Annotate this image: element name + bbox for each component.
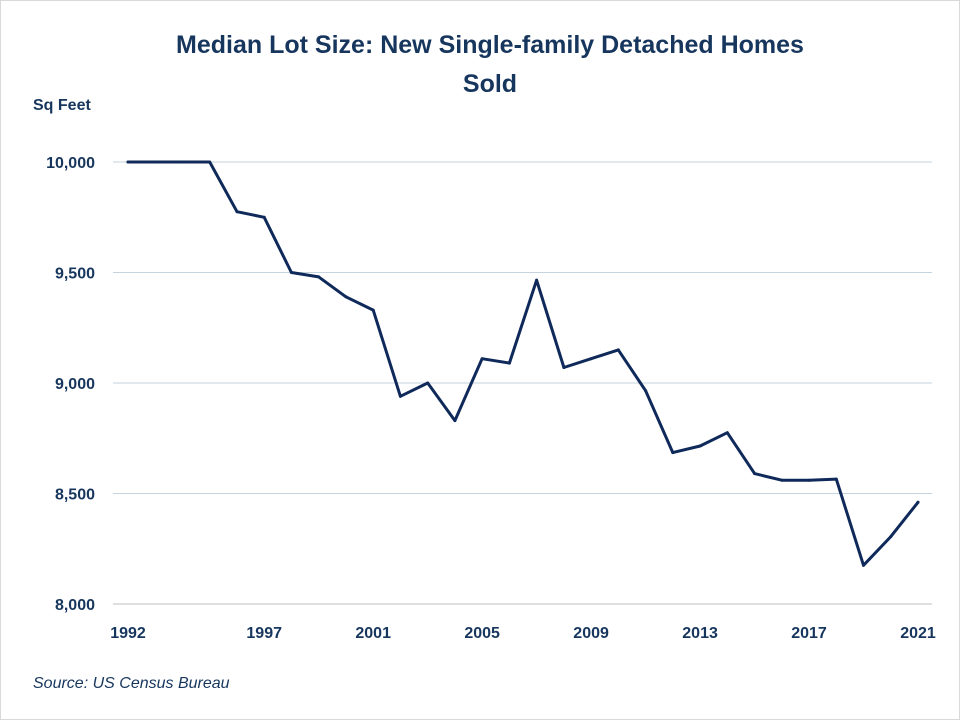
data-point xyxy=(453,419,457,423)
data-point xyxy=(398,394,402,398)
chart-title-line-1: Median Lot Size: New Single-family Detac… xyxy=(176,31,804,59)
data-point xyxy=(562,366,566,369)
data-point xyxy=(807,478,811,482)
data-point xyxy=(589,357,593,361)
data-point xyxy=(262,215,266,219)
series-layer xyxy=(126,160,920,567)
data-point xyxy=(344,295,348,299)
y-tick-label: 9,000 xyxy=(55,376,95,393)
data-point xyxy=(725,431,729,435)
data-point xyxy=(780,478,784,482)
data-point xyxy=(671,451,675,455)
data-point xyxy=(371,308,375,312)
data-point xyxy=(426,381,430,385)
x-tick-label: 1992 xyxy=(110,625,146,642)
data-point xyxy=(834,477,838,481)
data-point xyxy=(535,278,539,282)
data-point xyxy=(889,535,893,539)
data-point xyxy=(317,275,321,279)
x-tick-label: 1997 xyxy=(246,625,282,642)
data-point xyxy=(644,389,648,393)
y-tick-label: 8,500 xyxy=(55,487,95,504)
data-point xyxy=(507,361,511,365)
y-axis-tick-labels: 10,000 9,500 9,000 8,500 8,000 xyxy=(46,155,95,614)
x-tick-label: 2013 xyxy=(682,625,718,642)
data-point xyxy=(480,357,484,361)
data-point xyxy=(862,563,865,567)
gridlines xyxy=(113,161,932,605)
data-point xyxy=(753,472,757,476)
data-point xyxy=(289,271,293,274)
y-tick-label: 9,500 xyxy=(55,266,95,283)
data-point xyxy=(616,348,620,352)
chart-title-line-2: Sold xyxy=(463,70,517,98)
data-point xyxy=(698,444,702,448)
data-point xyxy=(153,160,157,164)
data-point xyxy=(181,160,184,164)
data-point xyxy=(208,160,212,164)
series-line xyxy=(126,160,920,567)
x-tick-label: 2001 xyxy=(355,625,391,642)
x-tick-label: 2005 xyxy=(464,625,500,642)
y-tick-label: 10,000 xyxy=(46,155,95,172)
x-tick-label: 2009 xyxy=(573,625,609,642)
data-point xyxy=(235,210,239,214)
x-tick-label: 2017 xyxy=(791,625,827,642)
data-point xyxy=(126,160,130,164)
x-tick-label: 2021 xyxy=(900,625,936,642)
source-note: Source: US Census Bureau xyxy=(33,675,230,692)
y-tick-label: 8,000 xyxy=(55,597,95,614)
data-point xyxy=(916,500,920,504)
x-axis-tick-labels: 1992 1997 2001 2005 2009 2013 2017 2021 xyxy=(110,625,936,642)
y-axis-unit-label: Sq Feet xyxy=(33,97,91,114)
